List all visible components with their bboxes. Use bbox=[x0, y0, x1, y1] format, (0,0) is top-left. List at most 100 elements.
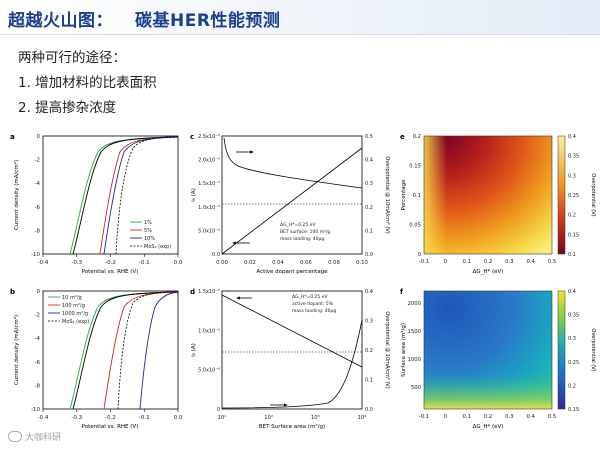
panel-f-heatmap-edge bbox=[424, 291, 552, 409]
panel-c-xtick: 0.06 bbox=[300, 260, 312, 266]
panel-f-xtick: 0.1 bbox=[462, 414, 470, 420]
panel-f-cbar-tick: 0.4 bbox=[568, 289, 576, 295]
panel-a-curve-mos2 bbox=[115, 136, 179, 255]
panel-b-legend-label: 100 m²/g bbox=[62, 303, 85, 309]
panel-c-ytick-right: 0.0 bbox=[365, 252, 373, 258]
panel-d-ylabel-left: i₀ (A) bbox=[191, 343, 197, 357]
panel-c-ytick-right: 0.2 bbox=[365, 205, 373, 211]
panel-a-xtick: -0.3 bbox=[71, 260, 82, 266]
panel-d-ytick-right: 0.1 bbox=[365, 378, 373, 384]
panel-c-i0-line bbox=[221, 147, 363, 255]
panel-c-ytick-left: 1.5x10⁻⁵ bbox=[198, 181, 220, 187]
panel-b-ytick: 0 bbox=[37, 289, 41, 295]
panel-f-xtick: -0.1 bbox=[419, 414, 429, 420]
panel-f-cbar-tick: 0.2 bbox=[568, 383, 576, 389]
panel-a-xtick: -0.2 bbox=[105, 260, 116, 266]
figure-panel-f: f -0.1 0 0.1 0.2 0.3 0.4 0.5 2000 1500 1… bbox=[398, 285, 598, 435]
panel-f-xtick: 0.2 bbox=[484, 414, 492, 420]
panel-e-xtick: -0.1 bbox=[419, 259, 429, 265]
panel-f-cbar-tick: 0.3 bbox=[568, 336, 576, 342]
panel-c-note: BET surface: 100 m²/g bbox=[280, 229, 330, 235]
panel-b-ytick: -4 bbox=[35, 336, 41, 342]
panel-d-plot: d 10¹ 10² 10³ 10⁴ 0 5.0x10⁻⁶ 1.0x10⁻⁵ 1.… bbox=[190, 288, 390, 430]
title-bar: 超越火山图： 碳基HER性能预测 bbox=[0, 0, 600, 35]
panel-d-xtick: 10³ bbox=[311, 414, 320, 421]
panel-e-ytick: 0.2 bbox=[413, 134, 421, 140]
panel-e-xtick: 0 bbox=[444, 259, 448, 265]
panel-e-heatmap-edge bbox=[424, 136, 552, 254]
panel-e-xtick: 0.3 bbox=[505, 259, 513, 265]
panel-a-frame bbox=[42, 135, 179, 255]
panel-d-note: ΔG_H*=0.25 eV bbox=[292, 294, 328, 300]
panel-d-ytick-right: 0.0 bbox=[365, 407, 373, 413]
panel-e-ytick: 0.15 bbox=[409, 164, 421, 170]
panel-a-ytick: -8 bbox=[35, 228, 41, 234]
title-part-2: 碳基HER性能预测 bbox=[135, 11, 281, 31]
panel-b-xlabel: Potential vs. RHE (V) bbox=[82, 424, 139, 430]
panel-a-curve-10pct bbox=[103, 136, 179, 255]
panel-b-legend: 10 m²/g 100 m²/g 1000 m²/g MoS₂ (exp) bbox=[48, 295, 89, 325]
panel-c-ytick-right: 0.3 bbox=[365, 181, 373, 187]
panel-c-ytick-left: 2.5x10⁻⁵ bbox=[198, 134, 220, 140]
panel-f-cbar-tick: 0.25 bbox=[568, 360, 579, 366]
title-part-1: 超越火山图： bbox=[8, 11, 113, 31]
panel-b-curve-black bbox=[72, 291, 179, 410]
panel-a-legend-label: 5% bbox=[144, 228, 152, 234]
panel-c-xlabel: Active dopant percentage bbox=[256, 269, 328, 275]
panel-a-xtick: -0.4 bbox=[38, 260, 49, 266]
panel-a-legend-label: 1% bbox=[144, 220, 152, 226]
panel-f-ytick: 1000 bbox=[408, 357, 422, 363]
panel-e-cbar-tick: 0.1 bbox=[568, 252, 576, 258]
panel-b-label: b bbox=[10, 288, 15, 296]
panel-b-plot: b -0.4 -0.3 -0.2 -0.1 0.0 0 -2 -4 -6 -8 … bbox=[10, 288, 183, 430]
panel-f-plot: f -0.1 0 0.1 0.2 0.3 0.4 0.5 2000 1500 1… bbox=[400, 288, 596, 430]
panel-e-ylabel: Percentage bbox=[401, 179, 407, 211]
panel-d-xtick: 10⁴ bbox=[358, 414, 367, 421]
panel-d-arrowhead-left bbox=[236, 296, 240, 300]
panel-d-ytick-left: 1.5x10⁻⁵ bbox=[198, 289, 220, 295]
panel-b-ytick: -6 bbox=[35, 360, 41, 366]
panel-c-ylabel-left: i₀ (A) bbox=[191, 188, 197, 202]
panel-c-label: c bbox=[190, 133, 194, 141]
panel-c-frame bbox=[221, 135, 363, 255]
panel-f-ytick: 500 bbox=[411, 385, 422, 391]
panel-e-ytick: 0 bbox=[418, 252, 422, 258]
panel-a-curve-1pct bbox=[69, 136, 179, 255]
panel-b-xtick: -0.4 bbox=[38, 415, 49, 421]
panel-a-ytick: -6 bbox=[35, 205, 41, 211]
panel-f-xtick: 0 bbox=[444, 414, 448, 420]
panel-d-xtick: 10² bbox=[264, 414, 273, 421]
panel-f-frame bbox=[423, 290, 553, 410]
panel-e-frame bbox=[423, 135, 553, 255]
panel-a-xlabel: Potential vs. RHE (V) bbox=[82, 269, 139, 275]
panel-b-legend-label: 1000 m²/g bbox=[62, 311, 88, 317]
panel-b-curve-mos2 bbox=[117, 291, 179, 410]
panel-d-label: d bbox=[190, 288, 195, 296]
panel-a-legend-label: 10% bbox=[144, 236, 155, 242]
panel-f-ylabel: Surface area (m²/g) bbox=[400, 323, 407, 377]
panel-a-xtick: 0.0 bbox=[174, 260, 183, 266]
panel-e-cbar-label: Overpotential (V) bbox=[590, 173, 596, 216]
panel-e-xtick: 0.5 bbox=[548, 259, 556, 265]
panel-d-arrowhead-right bbox=[284, 403, 288, 407]
panel-a-legend-label: MoS₂ (exp) bbox=[144, 244, 171, 250]
panel-d-i0-curve bbox=[221, 319, 363, 409]
panel-c-ytick-left: 0.0 bbox=[212, 252, 220, 258]
panel-c-xtick: 0.02 bbox=[244, 260, 256, 266]
panel-b-legend-label: 10 m²/g bbox=[62, 295, 82, 301]
panel-a-label: a bbox=[10, 133, 15, 141]
panel-c-ylabel-right: Overpotential @ 10mA/cm² (V) bbox=[384, 156, 390, 233]
figure-panel-c: c 0.00 0.02 0.04 0.06 0.08 0.10 0.0 5.0x… bbox=[188, 130, 398, 280]
panel-c-note: mass loading: 40μg bbox=[280, 236, 324, 242]
panel-c-arrowhead-right bbox=[250, 150, 254, 154]
panel-d-xlabel: BET Surface area (m²/g) bbox=[259, 423, 325, 430]
panel-d-ylabel-right: Overpotential @ 10mA/cm² (V) bbox=[384, 311, 390, 388]
panel-b-xtick: 0.0 bbox=[174, 415, 183, 421]
panel-f-xtick: 0.5 bbox=[548, 414, 556, 420]
panel-a-ytick: -4 bbox=[35, 181, 41, 187]
panel-e-cbar-tick: 0.4 bbox=[568, 134, 576, 140]
panel-d-ytick-left: 1.0x10⁻⁵ bbox=[198, 328, 220, 334]
watermark-text: 大咖科研 bbox=[25, 433, 62, 443]
panel-c-xtick: 0.04 bbox=[272, 260, 284, 266]
panel-e-cbar-tick: 0.25 bbox=[568, 193, 579, 199]
